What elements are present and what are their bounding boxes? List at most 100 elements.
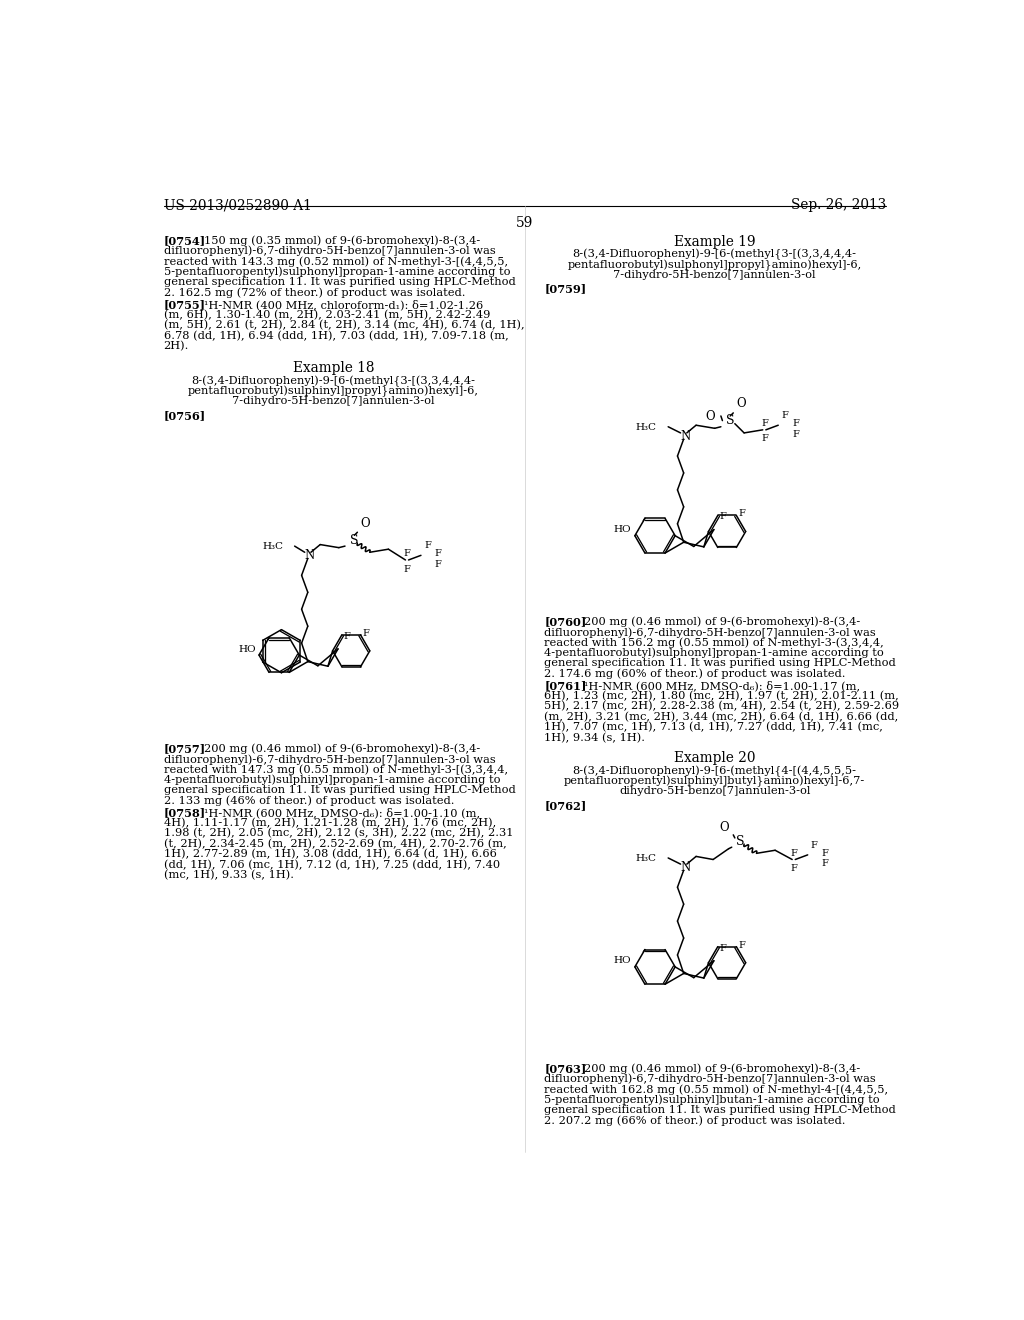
Text: F: F	[791, 849, 798, 858]
Text: F: F	[362, 628, 369, 638]
Text: 1H), 7.07 (mc, 1H), 7.13 (d, 1H), 7.27 (ddd, 1H), 7.41 (mc,: 1H), 7.07 (mc, 1H), 7.13 (d, 1H), 7.27 (…	[544, 722, 883, 733]
Text: pentafluorobutyl)sulphonyl]propyl}amino)hexyl]-6,: pentafluorobutyl)sulphonyl]propyl}amino)…	[567, 259, 862, 271]
Text: O: O	[719, 821, 729, 834]
Text: 59: 59	[516, 216, 534, 230]
Text: 5-pentafluoropentyl)sulphinyl]butan-1-amine according to: 5-pentafluoropentyl)sulphinyl]butan-1-am…	[544, 1094, 880, 1105]
Text: S: S	[726, 414, 734, 428]
Text: 2. 207.2 mg (66% of theor.) of product was isolated.: 2. 207.2 mg (66% of theor.) of product w…	[544, 1115, 846, 1126]
Text: F: F	[821, 859, 828, 869]
Text: 2. 133 mg (46% of theor.) of product was isolated.: 2. 133 mg (46% of theor.) of product was…	[164, 796, 455, 807]
Text: F: F	[761, 434, 768, 444]
Text: Example 20: Example 20	[674, 751, 756, 764]
Text: F: F	[403, 565, 411, 574]
Text: HO: HO	[238, 644, 256, 653]
Text: O: O	[706, 409, 715, 422]
Text: 2H).: 2H).	[164, 341, 189, 351]
Text: 2. 174.6 mg (60% of theor.) of product was isolated.: 2. 174.6 mg (60% of theor.) of product w…	[544, 668, 846, 678]
Text: (m, 5H), 2.61 (t, 2H), 2.84 (t, 2H), 3.14 (mc, 4H), 6.74 (d, 1H),: (m, 5H), 2.61 (t, 2H), 2.84 (t, 2H), 3.1…	[164, 321, 524, 330]
Text: 200 mg (0.46 mmol) of 9-(6-bromohexyl)-8-(3,4-: 200 mg (0.46 mmol) of 9-(6-bromohexyl)-8…	[204, 743, 480, 754]
Text: H₃C: H₃C	[636, 422, 656, 432]
Text: H₃C: H₃C	[262, 543, 283, 552]
Text: [0754]: [0754]	[164, 235, 206, 247]
Text: (t, 2H), 2.34-2.45 (m, 2H), 2.52-2.69 (m, 4H), 2.70-2.76 (m,: (t, 2H), 2.34-2.45 (m, 2H), 2.52-2.69 (m…	[164, 838, 507, 849]
Text: O: O	[736, 397, 746, 411]
Text: ¹H-NMR (600 MHz, DMSO-d₆): δ=1.00-1.10 (m,: ¹H-NMR (600 MHz, DMSO-d₆): δ=1.00-1.10 (…	[204, 808, 480, 818]
Text: reacted with 147.3 mg (0.55 mmol) of N-methyl-3-[(3,3,4,4,: reacted with 147.3 mg (0.55 mmol) of N-m…	[164, 764, 508, 775]
Text: Example 19: Example 19	[674, 235, 756, 249]
Text: F: F	[738, 941, 744, 949]
Text: F: F	[793, 418, 799, 428]
Text: S: S	[349, 533, 358, 546]
Text: [0759]: [0759]	[544, 284, 587, 294]
Text: general specification 11. It was purified using HPLC-Method: general specification 11. It was purifie…	[164, 785, 515, 795]
Text: general specification 11. It was purified using HPLC-Method: general specification 11. It was purifie…	[164, 277, 515, 286]
Text: F: F	[343, 632, 350, 640]
Text: 7-dihydro-5H-benzo[7]annulen-3-ol: 7-dihydro-5H-benzo[7]annulen-3-ol	[613, 269, 816, 280]
Text: reacted with 143.3 mg (0.52 mmol) of N-methyl-3-[(4,4,5,5,: reacted with 143.3 mg (0.52 mmol) of N-m…	[164, 256, 508, 267]
Text: ¹H-NMR (600 MHz, DMSO-d₆): δ=1.00-1.17 (m,: ¹H-NMR (600 MHz, DMSO-d₆): δ=1.00-1.17 (…	[585, 681, 860, 692]
Text: F: F	[761, 418, 768, 428]
Text: 2. 162.5 mg (72% of theor.) of product was isolated.: 2. 162.5 mg (72% of theor.) of product w…	[164, 288, 465, 298]
Text: difluorophenyl)-6,7-dihydro-5H-benzo[7]annulen-3-ol was: difluorophenyl)-6,7-dihydro-5H-benzo[7]a…	[164, 754, 496, 764]
Text: [0758]: [0758]	[164, 808, 206, 818]
Text: N: N	[681, 861, 691, 874]
Text: difluorophenyl)-6,7-dihydro-5H-benzo[7]annulen-3-ol was: difluorophenyl)-6,7-dihydro-5H-benzo[7]a…	[544, 1073, 876, 1084]
Text: 1H), 2.77-2.89 (m, 1H), 3.08 (ddd, 1H), 6.64 (d, 1H), 6.66: 1H), 2.77-2.89 (m, 1H), 3.08 (ddd, 1H), …	[164, 849, 497, 859]
Text: 4-pentafluorobutyl)sulphinyl]propan-1-amine according to: 4-pentafluorobutyl)sulphinyl]propan-1-am…	[164, 775, 500, 785]
Text: [0756]: [0756]	[164, 409, 206, 421]
Text: [0760]: [0760]	[544, 616, 587, 627]
Text: 4-pentafluorobutyl)sulphonyl]propan-1-amine according to: 4-pentafluorobutyl)sulphonyl]propan-1-am…	[544, 648, 884, 659]
Text: F: F	[821, 849, 828, 858]
Text: N: N	[305, 549, 315, 562]
Text: HO: HO	[614, 957, 632, 965]
Text: F: F	[719, 944, 726, 953]
Text: O: O	[360, 517, 370, 529]
Text: [0757]: [0757]	[164, 743, 206, 755]
Text: 1.98 (t, 2H), 2.05 (mc, 2H), 2.12 (s, 3H), 2.22 (mc, 2H), 2.31: 1.98 (t, 2H), 2.05 (mc, 2H), 2.12 (s, 3H…	[164, 829, 513, 838]
Text: 150 mg (0.35 mmol) of 9-(6-bromohexyl)-8-(3,4-: 150 mg (0.35 mmol) of 9-(6-bromohexyl)-8…	[204, 235, 480, 246]
Text: (m, 6H), 1.30-1.40 (m, 2H), 2.03-2.41 (m, 5H), 2.42-2.49: (m, 6H), 1.30-1.40 (m, 2H), 2.03-2.41 (m…	[164, 310, 490, 319]
Text: 8-(3,4-Difluorophenyl)-9-[6-(methyl{4-[(4,4,5,5,5-: 8-(3,4-Difluorophenyl)-9-[6-(methyl{4-[(…	[572, 766, 857, 777]
Text: F: F	[781, 412, 788, 420]
Text: F: F	[793, 430, 799, 438]
Text: pentafluorobutyl)sulphinyl]propyl}amino)hexyl]-6,: pentafluorobutyl)sulphinyl]propyl}amino)…	[187, 385, 479, 397]
Text: (m, 2H), 3.21 (mc, 2H), 3.44 (mc, 2H), 6.64 (d, 1H), 6.66 (dd,: (m, 2H), 3.21 (mc, 2H), 3.44 (mc, 2H), 6…	[544, 711, 898, 722]
Text: difluorophenyl)-6,7-dihydro-5H-benzo[7]annulen-3-ol was: difluorophenyl)-6,7-dihydro-5H-benzo[7]a…	[544, 627, 876, 638]
Text: 5H), 2.17 (mc, 2H), 2.28-2.38 (m, 4H), 2.54 (t, 2H), 2.59-2.69: 5H), 2.17 (mc, 2H), 2.28-2.38 (m, 4H), 2…	[544, 701, 899, 711]
Text: general specification 11. It was purified using HPLC-Method: general specification 11. It was purifie…	[544, 1105, 896, 1114]
Text: [0761]: [0761]	[544, 681, 587, 692]
Text: H₃C: H₃C	[636, 854, 656, 863]
Text: 4H), 1.11-1.17 (m, 2H), 1.21-1.28 (m, 2H), 1.76 (mc, 2H),: 4H), 1.11-1.17 (m, 2H), 1.21-1.28 (m, 2H…	[164, 818, 496, 828]
Text: F: F	[811, 841, 817, 850]
Text: US 2013/0252890 A1: US 2013/0252890 A1	[164, 198, 311, 213]
Text: 8-(3,4-Difluorophenyl)-9-[6-(methyl{3-[(3,3,4,4,4-: 8-(3,4-Difluorophenyl)-9-[6-(methyl{3-[(…	[572, 249, 857, 260]
Text: F: F	[424, 541, 431, 550]
Text: [0762]: [0762]	[544, 800, 587, 810]
Text: 7-dihydro-5H-benzo[7]annulen-3-ol: 7-dihydro-5H-benzo[7]annulen-3-ol	[232, 396, 434, 407]
Text: 5-pentafluoropentyl)sulphonyl]propan-1-amine according to: 5-pentafluoropentyl)sulphonyl]propan-1-a…	[164, 267, 510, 277]
Text: (mc, 1H), 9.33 (s, 1H).: (mc, 1H), 9.33 (s, 1H).	[164, 870, 294, 880]
Text: 200 mg (0.46 mmol) of 9-(6-bromohexyl)-8-(3,4-: 200 mg (0.46 mmol) of 9-(6-bromohexyl)-8…	[585, 616, 861, 627]
Text: ¹H-NMR (400 MHz, chloroform-d₁): δ=1.02-1.26: ¹H-NMR (400 MHz, chloroform-d₁): δ=1.02-…	[204, 300, 483, 310]
Text: 6H), 1.23 (mc, 2H), 1.80 (mc, 2H), 1.97 (t, 2H), 2.01-2.11 (m,: 6H), 1.23 (mc, 2H), 1.80 (mc, 2H), 1.97 …	[544, 690, 899, 701]
Text: [0755]: [0755]	[164, 300, 206, 310]
Text: 8-(3,4-Difluorophenyl)-9-[6-(methyl{3-[(3,3,4,4,4-: 8-(3,4-Difluorophenyl)-9-[6-(methyl{3-[(…	[191, 376, 475, 387]
Text: difluorophenyl)-6,7-dihydro-5H-benzo[7]annulen-3-ol was: difluorophenyl)-6,7-dihydro-5H-benzo[7]a…	[164, 246, 496, 256]
Text: 1H), 9.34 (s, 1H).: 1H), 9.34 (s, 1H).	[544, 733, 645, 743]
Text: S: S	[736, 834, 744, 847]
Text: F: F	[738, 510, 744, 519]
Text: reacted with 156.2 mg (0.55 mmol) of N-methyl-3-(3,3,4,4,: reacted with 156.2 mg (0.55 mmol) of N-m…	[544, 638, 884, 648]
Text: F: F	[435, 560, 441, 569]
Text: F: F	[403, 549, 411, 558]
Text: (dd, 1H), 7.06 (mc, 1H), 7.12 (d, 1H), 7.25 (ddd, 1H), 7.40: (dd, 1H), 7.06 (mc, 1H), 7.12 (d, 1H), 7…	[164, 859, 500, 870]
Text: F: F	[791, 865, 798, 873]
Text: reacted with 162.8 mg (0.55 mmol) of N-methyl-4-[(4,4,5,5,: reacted with 162.8 mg (0.55 mmol) of N-m…	[544, 1084, 888, 1094]
Text: dihydro-5H-benzo[7]annulen-3-ol: dihydro-5H-benzo[7]annulen-3-ol	[618, 787, 810, 796]
Text: 200 mg (0.46 mmol) of 9-(6-bromohexyl)-8-(3,4-: 200 mg (0.46 mmol) of 9-(6-bromohexyl)-8…	[585, 1063, 861, 1073]
Text: 6.78 (dd, 1H), 6.94 (ddd, 1H), 7.03 (ddd, 1H), 7.09-7.18 (m,: 6.78 (dd, 1H), 6.94 (ddd, 1H), 7.03 (ddd…	[164, 330, 508, 341]
Text: Example 18: Example 18	[293, 360, 374, 375]
Text: HO: HO	[614, 525, 632, 535]
Text: F: F	[435, 549, 441, 558]
Text: pentafluoropentyl)sulphinyl]butyl}amino)hexyl]-6,7-: pentafluoropentyl)sulphinyl]butyl}amino)…	[564, 776, 865, 787]
Text: [0763]: [0763]	[544, 1063, 587, 1074]
